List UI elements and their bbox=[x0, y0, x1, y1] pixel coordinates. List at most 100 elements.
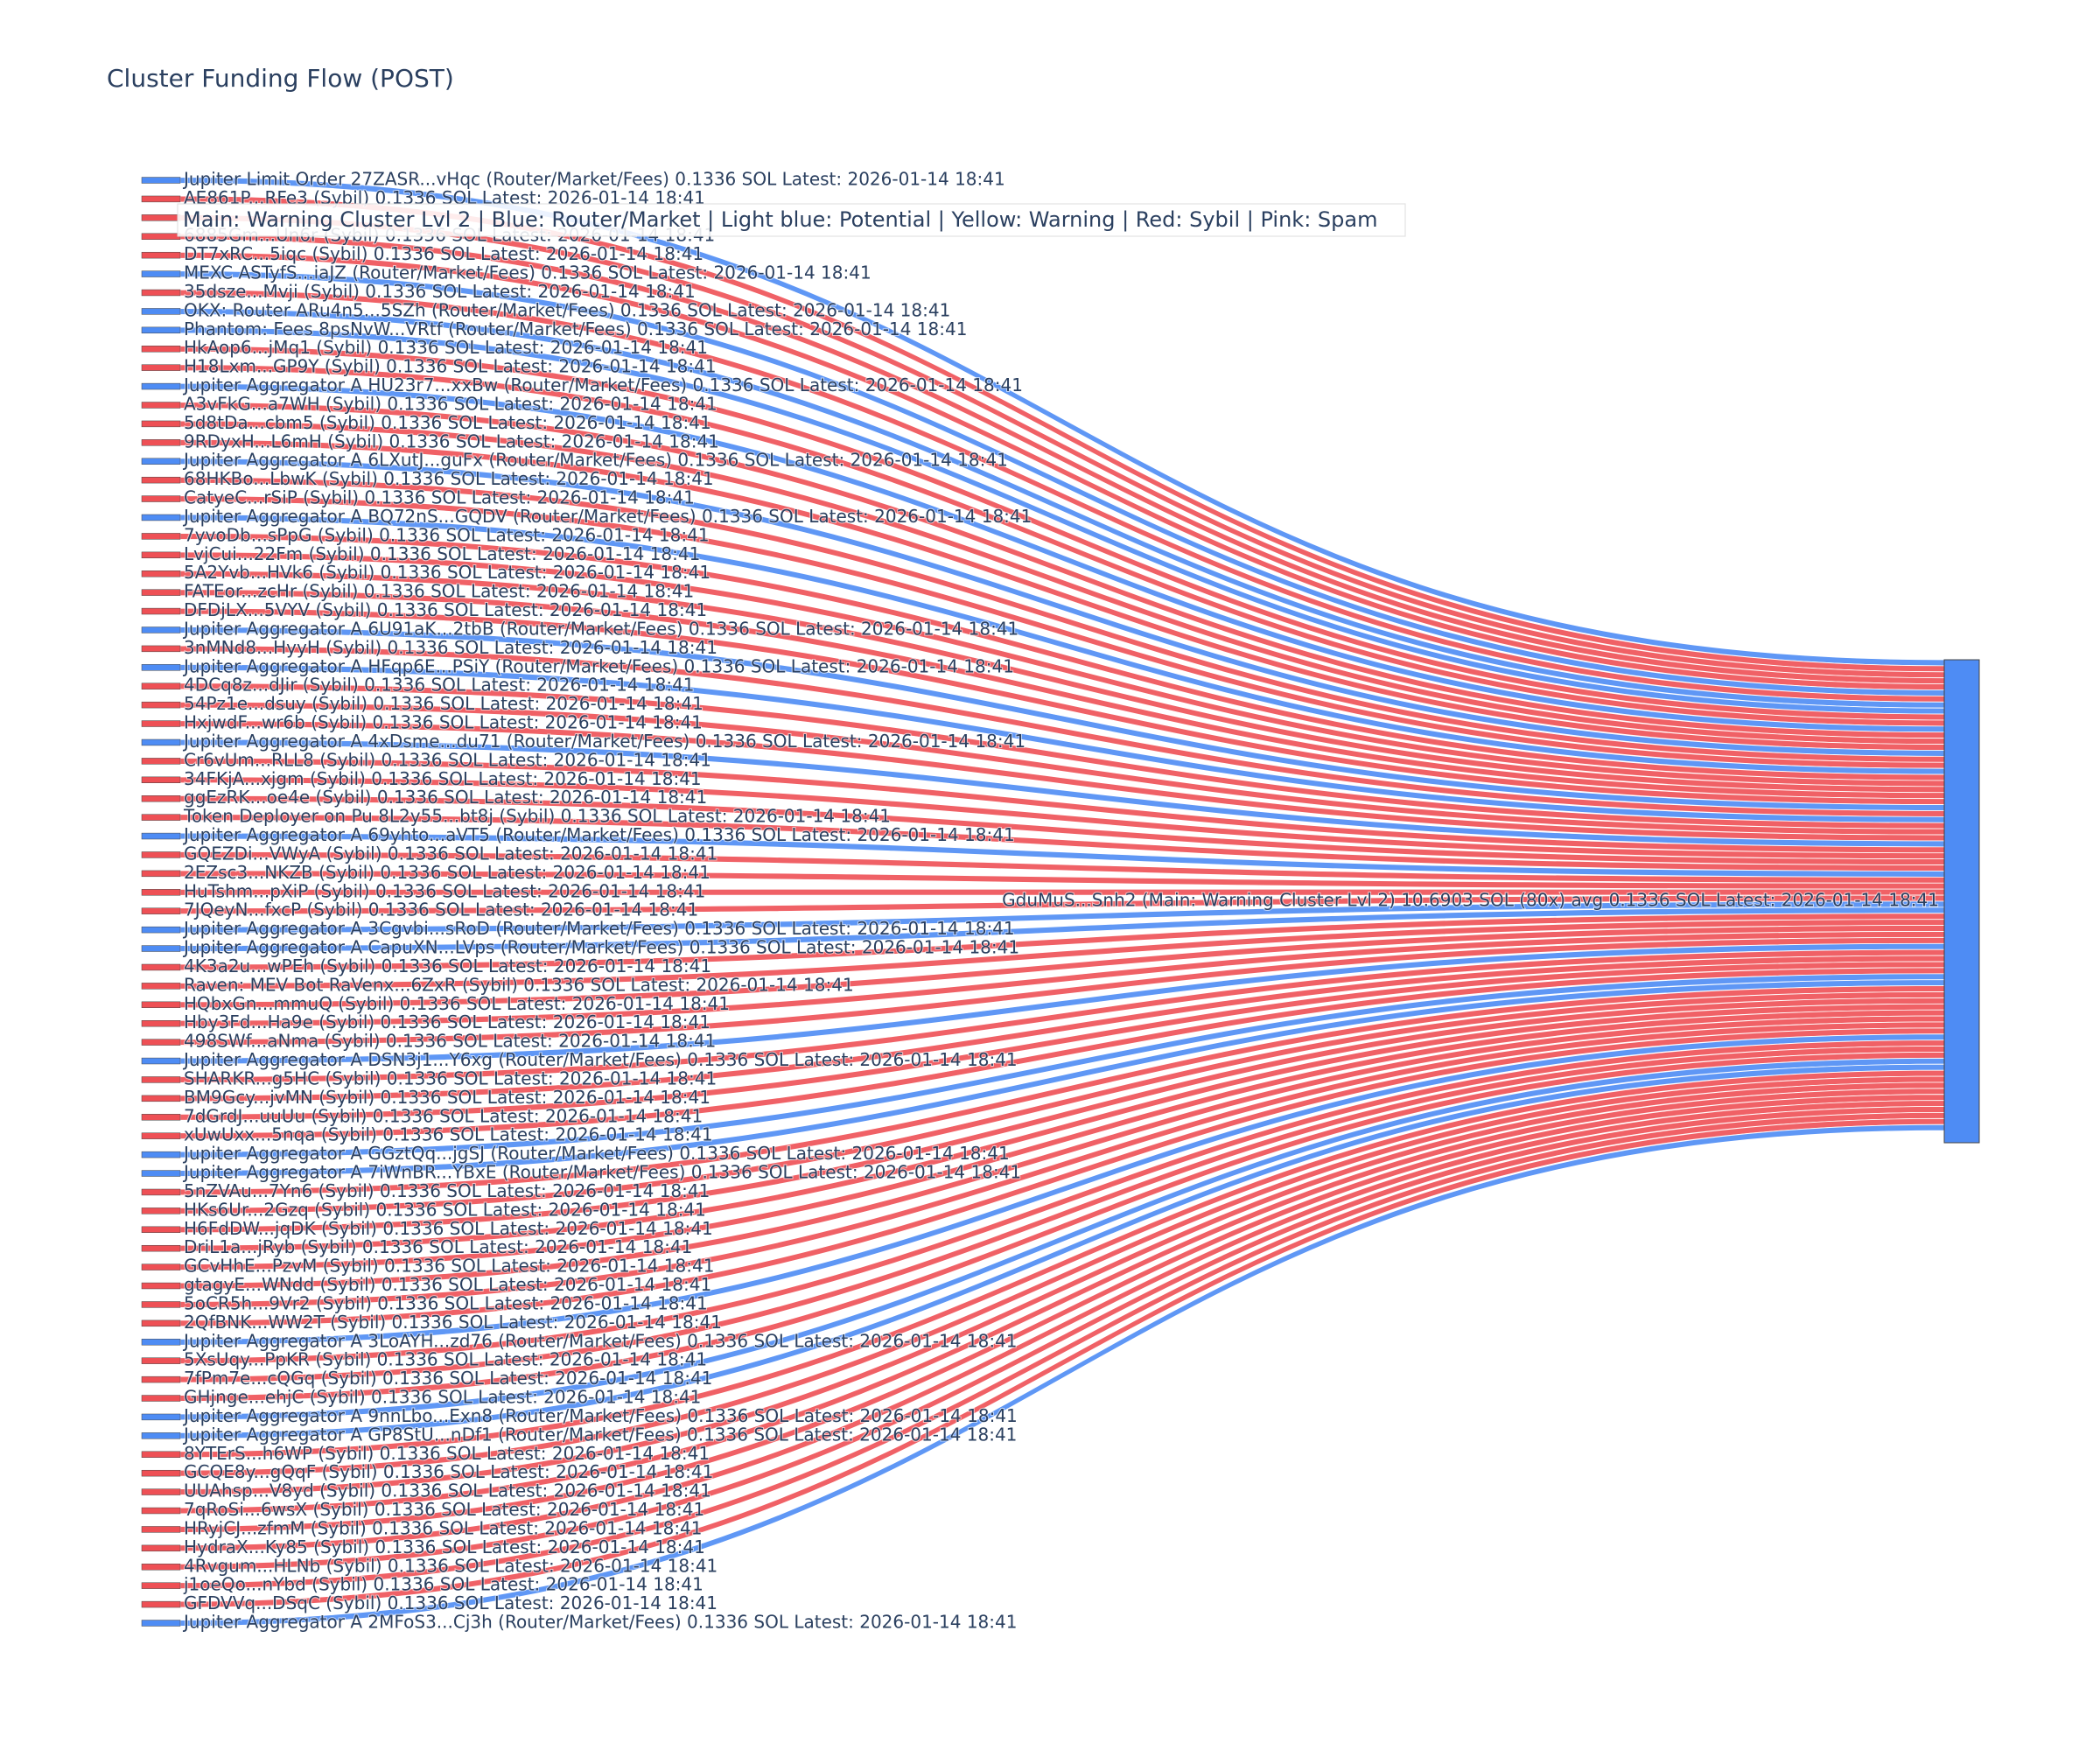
source-node bbox=[141, 1095, 181, 1102]
source-label: 498SWf...aNma (Sybil) 0.1336 SOL Latest:… bbox=[184, 1031, 716, 1052]
source-label: OKX: Router ARu4n5...5SZh (Router/Market… bbox=[184, 299, 950, 320]
source-label: 5XsUqy...PpKR (Sybil) 0.1336 SOL Latest:… bbox=[184, 1349, 707, 1370]
source-node bbox=[141, 439, 181, 446]
source-label: Phantom: Fees 8psNvW...VRtf (Router/Mark… bbox=[184, 318, 967, 340]
source-node bbox=[141, 289, 181, 297]
source-node bbox=[141, 1413, 181, 1421]
source-label: 35dsze...Mvji (Sybil) 0.1336 SOL Latest:… bbox=[184, 281, 696, 302]
source-node bbox=[141, 1244, 181, 1252]
source-node bbox=[141, 1339, 181, 1346]
source-label: HkAop6...jMq1 (Sybil) 0.1336 SOL Latest:… bbox=[184, 337, 708, 358]
nodes bbox=[141, 177, 1980, 1627]
source-node bbox=[141, 814, 181, 821]
source-label: Token Deployer on Pu 8L2y55...bt8j (Sybi… bbox=[183, 806, 891, 827]
source-label: Jupiter Aggregator A DSN3j1...Y6xg (Rout… bbox=[182, 1049, 1018, 1070]
source-label: 4DCq8z...dJir (Sybil) 0.1336 SOL Latest:… bbox=[184, 675, 695, 696]
source-node bbox=[141, 832, 181, 840]
source-node bbox=[141, 738, 181, 746]
source-label: Jupiter Aggregator A 69yhto...aVT5 (Rout… bbox=[182, 824, 1015, 845]
source-node bbox=[141, 1114, 181, 1121]
source-node bbox=[141, 776, 181, 783]
annotation: Main: Warning Cluster Lvl 2 | Blue: Rout… bbox=[183, 207, 1377, 232]
source-label: 34FKjA...xjgm (Sybil) 0.1336 SOL Latest:… bbox=[184, 768, 702, 789]
source-node bbox=[141, 926, 181, 934]
source-node bbox=[141, 645, 181, 653]
source-node bbox=[141, 1564, 181, 1571]
source-label: H6FdDW...jqDK (Sybil) 0.1336 SOL Latest:… bbox=[184, 1218, 713, 1239]
source-node bbox=[141, 607, 181, 615]
source-label: Jupiter Limit Order 27ZASR...vHqc (Route… bbox=[182, 169, 1005, 190]
source-node bbox=[141, 664, 181, 671]
source-label: Jupiter Aggregator A HU23r7...xxBw (Rout… bbox=[182, 374, 1023, 396]
source-node bbox=[141, 1469, 181, 1477]
source-label: 68HKBo...LbwK (Sybil) 0.1336 SOL Latest:… bbox=[184, 468, 714, 489]
source-node bbox=[141, 1132, 181, 1139]
source-label: 4Rvgum...HLNb (Sybil) 0.1336 SOL Latest:… bbox=[184, 1555, 718, 1576]
source-node bbox=[141, 889, 181, 896]
source-node bbox=[141, 1451, 181, 1458]
source-node bbox=[141, 701, 181, 709]
chart-title: Cluster Funding Flow (POST) bbox=[107, 64, 454, 93]
source-node bbox=[141, 1320, 181, 1327]
source-label: BM9Gcy...jvMN (Sybil) 0.1336 SOL Latest:… bbox=[184, 1087, 710, 1108]
source-label: DriL1a...jRyb (Sybil) 0.1336 SOL Latest:… bbox=[184, 1236, 692, 1257]
source-node bbox=[141, 1282, 181, 1290]
source-label: 2EZsc3...NKZB (Sybil) 0.1336 SOL Latest:… bbox=[184, 862, 710, 883]
links bbox=[179, 177, 1945, 1627]
source-label: gtagyE...WNdd (Sybil) 0.1336 SOL Latest:… bbox=[184, 1274, 711, 1295]
source-label: HKs6Ur...2Gzq (Sybil) 0.1336 SOL Latest:… bbox=[184, 1199, 706, 1220]
source-label: GFDVVq...DSqC (Sybil) 0.1336 SOL Latest:… bbox=[184, 1592, 718, 1614]
source-label: Cr6vUm...RLL8 (Sybil) 0.1336 SOL Latest:… bbox=[184, 749, 711, 770]
source-label: HxjwdF...wr6b (Sybil) 0.1336 SOL Latest:… bbox=[184, 712, 703, 733]
source-node bbox=[141, 983, 181, 990]
source-label: HQbxGn...mmuQ (Sybil) 0.1336 SOL Latest:… bbox=[184, 993, 730, 1014]
source-node bbox=[141, 402, 181, 409]
source-label: GCQE8y...gQqF (Sybil) 0.1336 SOL Latest:… bbox=[184, 1461, 713, 1482]
source-node bbox=[141, 1264, 181, 1270]
source-node bbox=[141, 533, 181, 540]
source-node bbox=[141, 1039, 181, 1046]
source-label: Jupiter Aggregator A 9nnLbo...Exn8 (Rout… bbox=[182, 1405, 1018, 1426]
source-node bbox=[141, 1507, 181, 1515]
source-node bbox=[141, 1488, 181, 1495]
source-label: Raven: MEV Bot RaVenx...6ZxR (Sybil) 0.1… bbox=[184, 974, 854, 995]
source-node bbox=[141, 1208, 181, 1214]
source-node bbox=[141, 570, 181, 578]
source-node bbox=[141, 1188, 181, 1196]
target-node bbox=[1943, 659, 1980, 1144]
source-label: Jupiter Aggregator A 6LXutJ...guFx (Rout… bbox=[182, 450, 1008, 471]
source-label: 4K3a2u...wPEh (Sybil) 0.1336 SOL Latest:… bbox=[184, 956, 711, 976]
source-node bbox=[141, 626, 181, 634]
source-label: Jupiter Aggregator A CapuXN...LVps (Rout… bbox=[182, 937, 1019, 958]
source-node bbox=[141, 382, 181, 390]
annotation-box bbox=[177, 203, 1406, 237]
source-node bbox=[141, 458, 181, 465]
source-node bbox=[141, 1357, 181, 1364]
source-label: 7fPm7e...cQGq (Sybil) 0.1336 SOL Latest:… bbox=[184, 1368, 712, 1389]
source-node bbox=[141, 963, 181, 971]
source-label: 7dGrdJ...uuUu (Sybil) 0.1336 SOL Latest:… bbox=[184, 1105, 703, 1126]
source-node bbox=[141, 682, 181, 690]
source-label: 7yvoDb...sPpG (Sybil) 0.1336 SOL Latest:… bbox=[184, 524, 710, 545]
source-node bbox=[141, 1395, 181, 1402]
source-label: Jupiter Aggregator A 7iWnBR...YBxE (Rout… bbox=[182, 1162, 1021, 1183]
source-label: DFDjLX...5VYV (Sybil) 0.1336 SOL Latest:… bbox=[184, 599, 707, 620]
source-label: CatyeC...rSiP (Sybil) 0.1336 SOL Latest:… bbox=[184, 487, 695, 508]
source-node bbox=[141, 195, 181, 203]
source-label: 2QfBNK...WW2T (Sybil) 0.1336 SOL Latest:… bbox=[184, 1312, 722, 1333]
source-label: ggEzRK...oe4e (Sybil) 0.1336 SOL Latest:… bbox=[184, 787, 707, 808]
source-node bbox=[141, 233, 181, 240]
source-label: 54Pz1e...dsuy (Sybil) 0.1336 SOL Latest:… bbox=[184, 693, 704, 714]
source-label: Jupiter Aggregator A GGztQq...jgSJ (Rout… bbox=[182, 1143, 1010, 1164]
source-label: 7JQeyN...fxcP (Sybil) 0.1336 SOL Latest:… bbox=[184, 900, 698, 920]
source-node bbox=[141, 1301, 181, 1308]
source-node bbox=[141, 720, 181, 727]
source-node bbox=[141, 1001, 181, 1008]
source-node bbox=[141, 251, 181, 259]
source-node bbox=[141, 1544, 181, 1552]
source-node bbox=[141, 1582, 181, 1589]
source-label: 5oCR5h...9Vr2 (Sybil) 0.1336 SOL Latest:… bbox=[184, 1292, 708, 1313]
source-label: HydraX...Ky85 (Sybil) 0.1336 SOL Latest:… bbox=[184, 1536, 705, 1558]
